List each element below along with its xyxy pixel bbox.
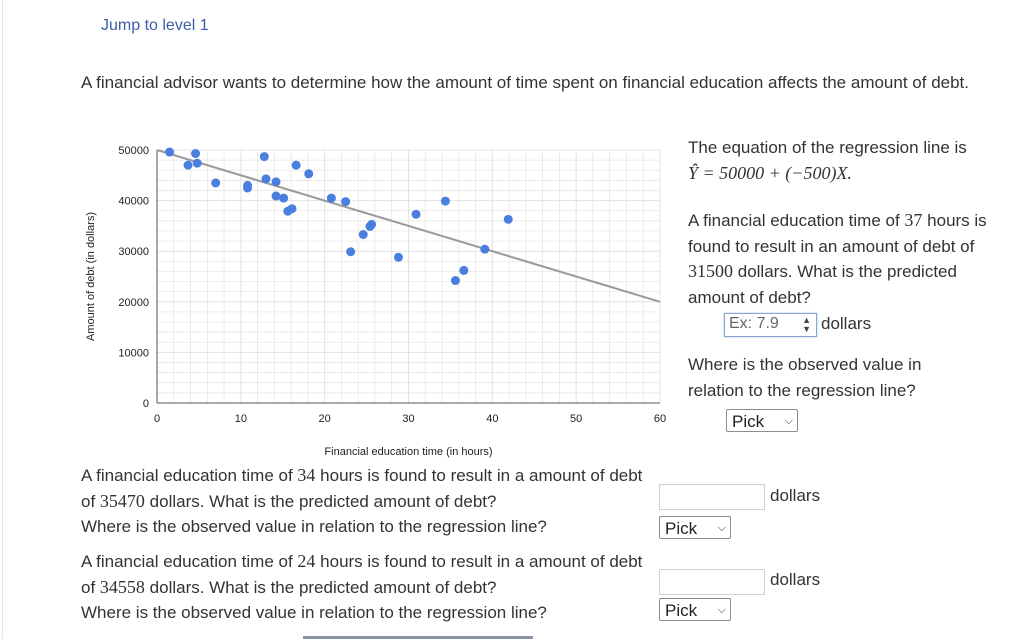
x-tick-label: 30 [402,413,414,425]
q1-observed-question: Where is the observed value in relation … [688,355,922,400]
q2-unit: dollars [770,486,821,505]
question-2: A financial education time of 34 hours i… [81,463,656,514]
q3-pick-label: Pick [665,601,698,620]
chevron-down-icon: ⌵ [717,604,726,616]
q2-observed-question: Where is the observed value in relation … [81,517,547,536]
data-point [503,214,513,224]
y-tick-label: 10000 [118,347,149,359]
data-point [367,219,377,229]
q3-unit: dollars [770,570,821,589]
data-point [271,177,281,187]
data-point [480,244,490,254]
equation-block: The equation of the regression line is Ŷ… [688,135,988,186]
data-point [243,183,253,193]
jump-to-level-link[interactable]: Jump to level 1 [101,17,209,34]
x-tick-label: 0 [154,413,160,425]
x-tick-label: 50 [570,413,582,425]
x-tick-label: 20 [319,413,331,425]
data-point [341,197,351,207]
q2-pre: A financial education time of [81,466,293,485]
data-point [459,265,469,275]
x-tick-label: 40 [486,413,498,425]
q2-pick-select[interactable]: Pick ⌵ [659,516,731,539]
y-tick-labels: 0 10000 20000 30000 40000 50000 [118,145,149,410]
x-tick-label: 10 [235,413,247,425]
data-point [393,252,403,262]
data-point [440,196,450,206]
question-1: A financial education time of 37 hours i… [688,208,988,310]
y-tick-label: 0 [143,398,149,410]
q3-answer-input[interactable] [659,569,765,595]
q1-answer-input[interactable]: Ex: 7.9 ▲ ▼ [724,313,817,337]
data-point [165,147,175,157]
data-point [287,204,297,214]
q2-mid: hours is found to result in a amount of … [81,466,643,511]
q1-hours: 37 [904,210,923,230]
chevron-down-icon: ⌵ [717,522,726,534]
data-point [191,149,201,159]
data-point [358,230,368,240]
q3-mid: hours is found to result in a amount of … [81,552,643,597]
equation-intro: The equation of the regression line is [688,138,967,157]
y-tick-label: 20000 [118,297,149,309]
progress-bar-edge [303,636,533,639]
q1-unit: dollars [821,314,872,333]
q1-mid: hours is found to result in an amount of… [688,211,987,256]
q1-pick-select[interactable]: Pick ⌵ [726,409,798,432]
question-3: A financial education time of 24 hours i… [81,549,656,600]
q3-debt: 34558 [99,576,145,597]
y-tick-label: 30000 [118,246,149,258]
y-tick-label: 50000 [118,145,149,157]
data-point [411,209,421,219]
data-point [450,276,460,286]
q2-pick-label: Pick [665,519,698,538]
q1-pre: A financial education time of [688,211,900,230]
x-tick-labels: 0 10 20 30 40 50 60 [154,413,666,425]
page-left-border [2,0,3,639]
q2-post: dollars. What is the predicted amount of… [149,491,497,511]
q2-debt: 35470 [99,490,145,511]
q1-debt: 31500 [688,261,733,281]
problem-intro: A financial advisor wants to determine h… [81,73,970,92]
data-point [279,193,289,203]
q1-input-placeholder: Ex: 7.9 [729,315,779,332]
regression-line [156,149,661,303]
y-axis-label: Amount of debt (in dollars) [85,212,97,341]
spinner-icon[interactable]: ▲ ▼ [802,315,811,334]
q3-hours: 24 [297,551,316,571]
data-point [192,158,202,168]
q3-pick-select[interactable]: Pick ⌵ [659,598,731,621]
q1-post: dollars. What is the predicted amount of… [688,262,957,307]
data-point [271,191,281,201]
chart-grid [156,149,661,404]
scatter-chart: 0 10 20 30 40 50 60 0 10000 20000 30000 40000 50000… [85,145,666,458]
data-point [261,174,271,184]
x-tick-label: 60 [654,413,666,425]
y-tick-label: 40000 [118,196,149,208]
data-point [211,178,221,188]
data-point [291,160,301,170]
data-point [346,247,356,257]
q3-observed-question: Where is the observed value in relation … [81,603,547,622]
q3-pre: A financial education time of [81,552,293,571]
data-point [259,152,269,162]
q2-hours: 34 [297,465,316,485]
data-point [183,160,193,170]
q1-pick-label: Pick [732,412,765,431]
q3-post: dollars. What is the predicted amount of… [149,577,497,597]
data-points [165,147,513,286]
data-point [304,169,314,179]
x-axis-label: Financial education time (in hours) [324,446,492,458]
data-point [326,193,336,203]
chart-axes [156,150,660,404]
q2-answer-input[interactable] [659,484,765,510]
regression-equation: Ŷ = 50000 + (−500)X. [688,162,852,183]
chevron-down-icon: ⌵ [784,415,793,427]
